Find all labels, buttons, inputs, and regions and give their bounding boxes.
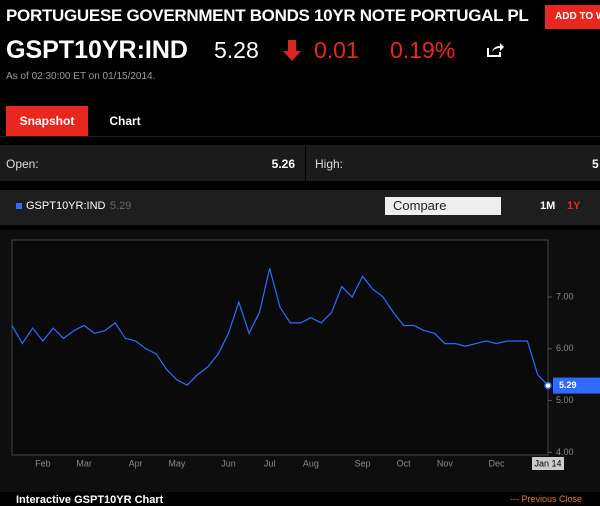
- ticker: GSPT10YR:IND: [6, 36, 188, 64]
- stat-value: 5: [592, 157, 599, 171]
- last-point: [544, 381, 552, 390]
- y-tick-label: 4.00: [556, 447, 574, 457]
- legend-swatch: [16, 203, 22, 209]
- legend-value: 5.29: [110, 200, 132, 212]
- x-tick-label: Jun: [221, 458, 236, 468]
- price-change: 0.01: [314, 37, 359, 63]
- timestamp: As of 02:30:00 ET on 01/15/2014.: [6, 71, 156, 82]
- x-tick-label: Jul: [264, 458, 276, 468]
- add-to-watchlist-button[interactable]: ADD TO W: [545, 5, 600, 29]
- x-tick-label: Nov: [437, 458, 454, 468]
- price: 5.28: [214, 37, 259, 63]
- chart-footer-title: Interactive GSPT10YR Chart: [16, 494, 164, 506]
- down-arrow: [283, 40, 301, 61]
- plot-area: [11, 239, 549, 456]
- previous-close-legend: --- Previous Close: [510, 494, 583, 504]
- x-tick-label: May: [168, 458, 186, 468]
- last-value-badge: [553, 377, 600, 394]
- share-icon[interactable]: [486, 42, 504, 58]
- stat-label: High:: [315, 157, 344, 171]
- x-tick-label: Aug: [303, 458, 319, 468]
- divider: [0, 136, 600, 137]
- range-button[interactable]: 1Y: [567, 200, 581, 212]
- tab[interactable]: Chart: [93, 106, 157, 136]
- stat-label: Open:: [6, 157, 39, 171]
- x-tick-label: Sep: [354, 458, 370, 468]
- x-tick-label: Mar: [76, 458, 92, 468]
- y-tick-label: 5.00: [556, 395, 574, 405]
- x-tick-label: Apr: [129, 458, 143, 468]
- y-tick-label: 7.00: [556, 291, 574, 301]
- compare-input[interactable]: Compare: [385, 197, 501, 215]
- stat-value: 5.26: [271, 157, 295, 171]
- y-tick-label: 6.00: [556, 343, 574, 353]
- last-value-label: 5.29: [559, 380, 577, 390]
- stats-row: [0, 145, 600, 181]
- page-title: PORTUGUESE GOVERNMENT BONDS 10YR NOTE PO…: [6, 6, 529, 25]
- range-button[interactable]: 1M: [540, 200, 556, 212]
- x-tick-label: Dec: [488, 458, 505, 468]
- data-line: [11, 268, 549, 387]
- x-tick-label: Jan 14: [534, 458, 561, 468]
- legend-label: GSPT10YR:IND: [26, 200, 106, 212]
- x-tick-label-box: [532, 457, 564, 470]
- percent-change: 0.19%: [390, 37, 456, 63]
- tab[interactable]: Snapshot: [6, 106, 88, 136]
- x-tick-label: Feb: [35, 458, 51, 468]
- divider: [305, 145, 306, 181]
- x-tick-label: Oct: [397, 458, 412, 468]
